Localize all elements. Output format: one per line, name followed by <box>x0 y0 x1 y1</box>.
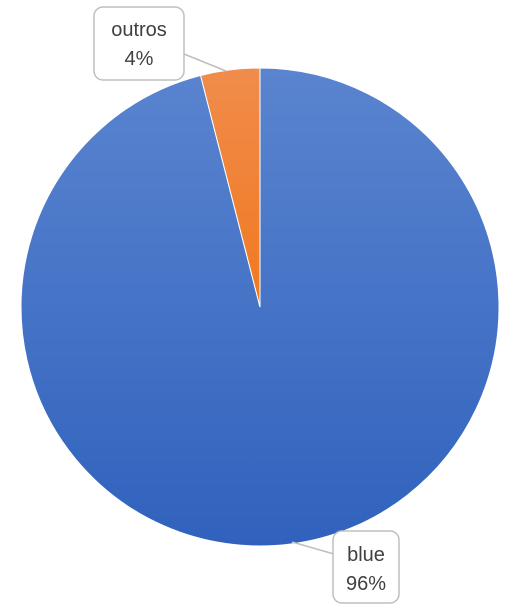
data-label-outros: outros 4% <box>93 6 185 81</box>
pie-slices <box>20 67 500 547</box>
leader-line-blue <box>291 541 335 555</box>
data-label-blue-value: 96% <box>346 573 386 595</box>
data-label-outros-value: 4% <box>125 48 154 70</box>
pie-slice-outros <box>199 67 261 308</box>
leader-line-outros <box>183 53 227 72</box>
data-label-blue: blue 96% <box>332 530 400 604</box>
data-label-blue-name: blue <box>347 544 385 566</box>
data-label-outros-name: outros <box>111 19 167 41</box>
